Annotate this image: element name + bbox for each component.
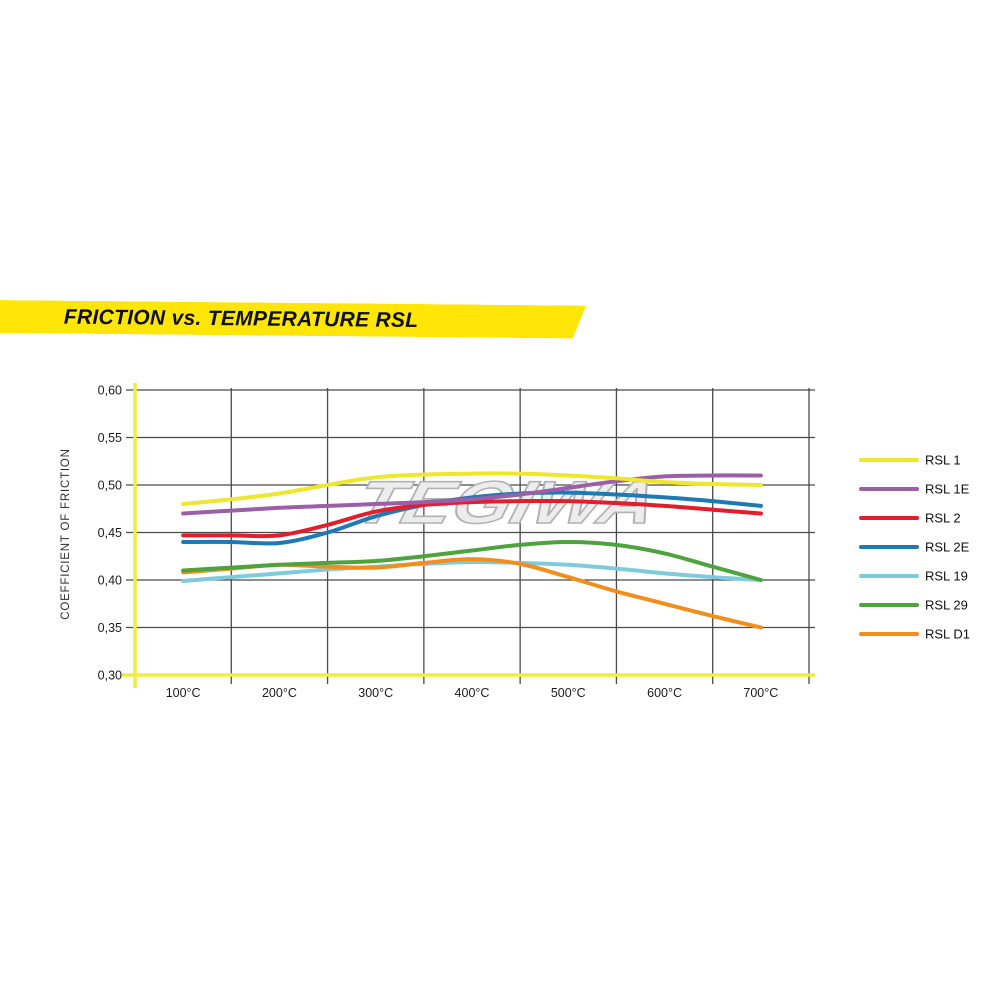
series-line-rsl-2 (181, 498, 763, 539)
legend-label: RSL 2 (925, 511, 961, 526)
y-axis-title: COEFFICIENT OF FRICTION (60, 448, 72, 620)
series-line-rsl-29 (181, 540, 763, 582)
legend-item-rsl-1: RSL 1 (859, 453, 961, 468)
y-tick-label: 0,30 (98, 669, 122, 683)
x-tick-label: 400°C (455, 686, 490, 700)
y-tick-label: 0,60 (98, 384, 122, 398)
legend-label: RSL 1E (925, 482, 970, 497)
legend-item-rsl-1e: RSL 1E (859, 482, 970, 497)
x-tick-label: 200°C (262, 686, 297, 700)
legend-label: RSL 19 (925, 569, 968, 584)
y-tick-label: 0,40 (98, 574, 122, 588)
title-banner: FRICTION vs. TEMPERATURE RSL (0, 300, 586, 339)
legend: RSL 1 RSL 1E RSL 2 RSL 2E RSL 19 RSL 29 RSL D1 (859, 453, 970, 642)
series-lines (181, 471, 763, 630)
tick-labels: 0,30 0,35 0,40 0,45 0,50 0,55 0,60 100°C 200°C 30… (98, 384, 779, 701)
series-line-rsl-19 (181, 559, 763, 583)
y-tick-label: 0,50 (98, 479, 122, 493)
grid (126, 388, 815, 684)
y-tick-label: 0,35 (98, 621, 122, 635)
x-tick-label: 300°C (358, 686, 393, 700)
x-tick-label: 100°C (166, 686, 201, 700)
legend-item-rsl-19: RSL 19 (859, 569, 968, 584)
legend-item-rsl-2: RSL 2 (859, 511, 961, 526)
legend-item-rsl-d1: RSL D1 (859, 627, 970, 642)
axes (121, 383, 815, 688)
x-tick-label: 700°C (743, 686, 778, 700)
series-line-rsl-1 (181, 471, 763, 506)
chart-title: FRICTION vs. TEMPERATURE RSL (63, 305, 419, 332)
series-line-rsl-d1 (181, 557, 763, 630)
legend-item-rsl-29: RSL 29 (859, 598, 968, 613)
legend-label: RSL D1 (925, 627, 970, 642)
series-line-rsl-1e (181, 473, 763, 516)
legend-item-rsl-2e: RSL 2E (859, 540, 970, 555)
x-tick-label: 600°C (647, 686, 682, 700)
legend-label: RSL 1 (925, 453, 961, 468)
legend-label: RSL 29 (925, 598, 968, 613)
legend-label: RSL 2E (925, 540, 970, 555)
y-tick-label: 0,55 (98, 431, 122, 445)
x-tick-label: 500°C (551, 686, 586, 700)
y-tick-label: 0,45 (98, 526, 122, 540)
